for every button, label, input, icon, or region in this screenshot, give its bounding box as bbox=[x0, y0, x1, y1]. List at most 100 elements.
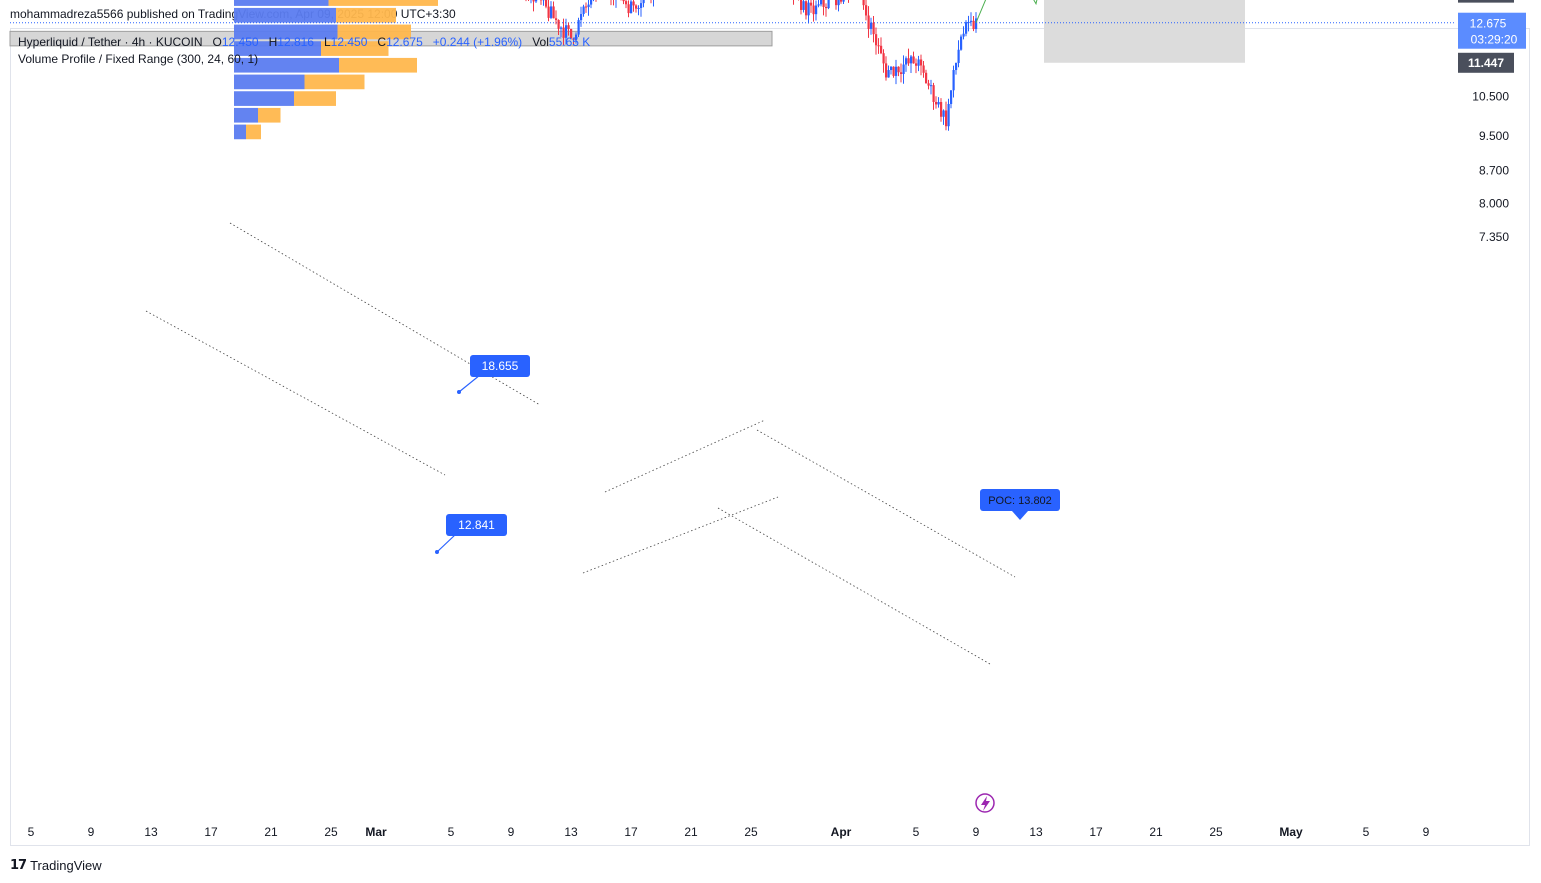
x-axis-tick-label: 17 bbox=[624, 825, 638, 839]
x-axis-tick-label: 17 bbox=[1089, 825, 1103, 839]
symbol-title[interactable]: Hyperliquid / Tether · 4h · KUCOIN bbox=[18, 35, 203, 49]
x-axis-tick-label: 25 bbox=[1209, 825, 1223, 839]
stop-zone[interactable] bbox=[1044, 0, 1245, 63]
volume-profile-down-bar bbox=[328, 0, 438, 6]
callout-18655-pointer bbox=[458, 374, 481, 393]
volume-profile-down-bar bbox=[339, 57, 417, 73]
last-price-text: 12.675 bbox=[1470, 17, 1507, 31]
descending-channel-top[interactable] bbox=[229, 222, 541, 406]
poc-label-text: POC: 13.802 bbox=[988, 495, 1052, 507]
candle-body bbox=[907, 58, 910, 64]
callout-18655-text: 18.655 bbox=[482, 359, 519, 373]
candle-body bbox=[572, 38, 575, 41]
volume-profile-down-bar bbox=[337, 24, 411, 40]
candle-body bbox=[922, 65, 925, 73]
candle-body bbox=[642, 0, 645, 4]
candle-body bbox=[937, 102, 940, 105]
stop-price-badge[interactable] bbox=[1458, 52, 1514, 73]
y-axis-tick-label: 9.500 bbox=[1479, 129, 1509, 143]
rising-channel-top[interactable] bbox=[604, 419, 766, 493]
candle-body bbox=[967, 21, 970, 23]
lightning-bolt-glyph bbox=[981, 796, 990, 811]
volume-profile-up-bar bbox=[234, 0, 329, 6]
candle-body bbox=[532, 0, 535, 2]
candle-body bbox=[920, 59, 923, 66]
x-axis-tick-label: 9 bbox=[973, 825, 980, 839]
falling-wedge-bottom[interactable] bbox=[717, 507, 991, 665]
candle-body bbox=[810, 2, 813, 6]
high-label: H bbox=[268, 35, 278, 49]
candle-body bbox=[842, 0, 845, 2]
close-value: 12.675 bbox=[386, 35, 423, 49]
candle-body bbox=[970, 20, 973, 22]
poc-label-box[interactable] bbox=[980, 489, 1060, 511]
x-axis-tick-label: 21 bbox=[684, 825, 698, 839]
candle-body bbox=[910, 56, 913, 64]
tradingview-brand[interactable]: 𝟭𝟳 TradingView bbox=[10, 857, 102, 873]
candle-body bbox=[887, 70, 890, 78]
x-axis-tick-label: 9 bbox=[1423, 825, 1430, 839]
candle-body bbox=[805, 1, 808, 16]
candle-body bbox=[837, 0, 840, 6]
candle-body bbox=[840, 0, 843, 2]
candle-body bbox=[640, 3, 643, 8]
countdown-text: 03:29:20 bbox=[1471, 33, 1518, 47]
descending-channel-bottom[interactable] bbox=[145, 310, 446, 476]
candle-body bbox=[835, 0, 838, 6]
candle-body bbox=[627, 4, 630, 14]
volume-profile-up-bar bbox=[234, 74, 305, 90]
x-axis-tick-label: Apr bbox=[831, 825, 852, 839]
volume-profile-down-bar bbox=[336, 7, 396, 23]
x-axis-tick-label: 5 bbox=[1363, 825, 1370, 839]
candle-body bbox=[950, 90, 953, 104]
candle-body bbox=[825, 6, 828, 9]
candle-body bbox=[827, 0, 830, 9]
candle-body bbox=[960, 36, 963, 50]
candle-body bbox=[570, 28, 573, 39]
candle-body bbox=[867, 15, 870, 29]
candle-body bbox=[585, 6, 588, 8]
candle-body bbox=[550, 6, 553, 18]
candle-body bbox=[565, 25, 568, 38]
volume-profile-down-bar bbox=[304, 74, 365, 90]
candle-body bbox=[555, 18, 558, 21]
volume-profile-down-bar bbox=[246, 124, 261, 140]
callout-18655-box[interactable] bbox=[470, 355, 530, 377]
candle-body bbox=[577, 20, 580, 35]
candle-body bbox=[957, 49, 960, 63]
candle-body bbox=[880, 45, 883, 54]
candle-body bbox=[927, 83, 930, 86]
line-price-badge[interactable] bbox=[1458, 0, 1514, 3]
y-axis-tick-label: 10.500 bbox=[1472, 90, 1509, 104]
candle-body bbox=[552, 6, 555, 19]
callout-12841-box[interactable] bbox=[446, 514, 507, 536]
candle-body bbox=[635, 5, 638, 9]
lightning-icon[interactable] bbox=[975, 793, 995, 813]
candle-body bbox=[535, 0, 538, 2]
candle-body bbox=[637, 7, 640, 9]
candle-body bbox=[625, 1, 628, 5]
falling-wedge-top[interactable] bbox=[756, 429, 1016, 578]
candle-body bbox=[560, 27, 563, 29]
x-axis-tick-label: 5 bbox=[448, 825, 455, 839]
brand-name: TradingView bbox=[30, 857, 102, 873]
tradingview-logo-icon: 𝟭𝟳 bbox=[10, 857, 27, 872]
x-axis-tick-label: Mar bbox=[365, 825, 387, 839]
candle-body bbox=[972, 20, 975, 30]
candle-body bbox=[630, 1, 633, 14]
candle-body bbox=[942, 110, 945, 117]
rising-channel-bottom[interactable] bbox=[582, 496, 779, 574]
candle-body bbox=[962, 33, 965, 37]
candle-body bbox=[562, 27, 565, 38]
x-axis-tick-label: 13 bbox=[564, 825, 578, 839]
indicator-title[interactable]: Volume Profile / Fixed Range (300, 24, 6… bbox=[18, 52, 259, 66]
candle-body bbox=[545, 0, 548, 7]
y-axis-tick-label: 7.350 bbox=[1479, 230, 1509, 244]
candle-body bbox=[917, 59, 920, 66]
candle-body bbox=[897, 66, 900, 73]
candle-body bbox=[820, 0, 823, 5]
volume-profile-down-bar bbox=[321, 41, 389, 56]
candle-body bbox=[932, 85, 935, 102]
last-price-badge[interactable] bbox=[1458, 12, 1526, 49]
